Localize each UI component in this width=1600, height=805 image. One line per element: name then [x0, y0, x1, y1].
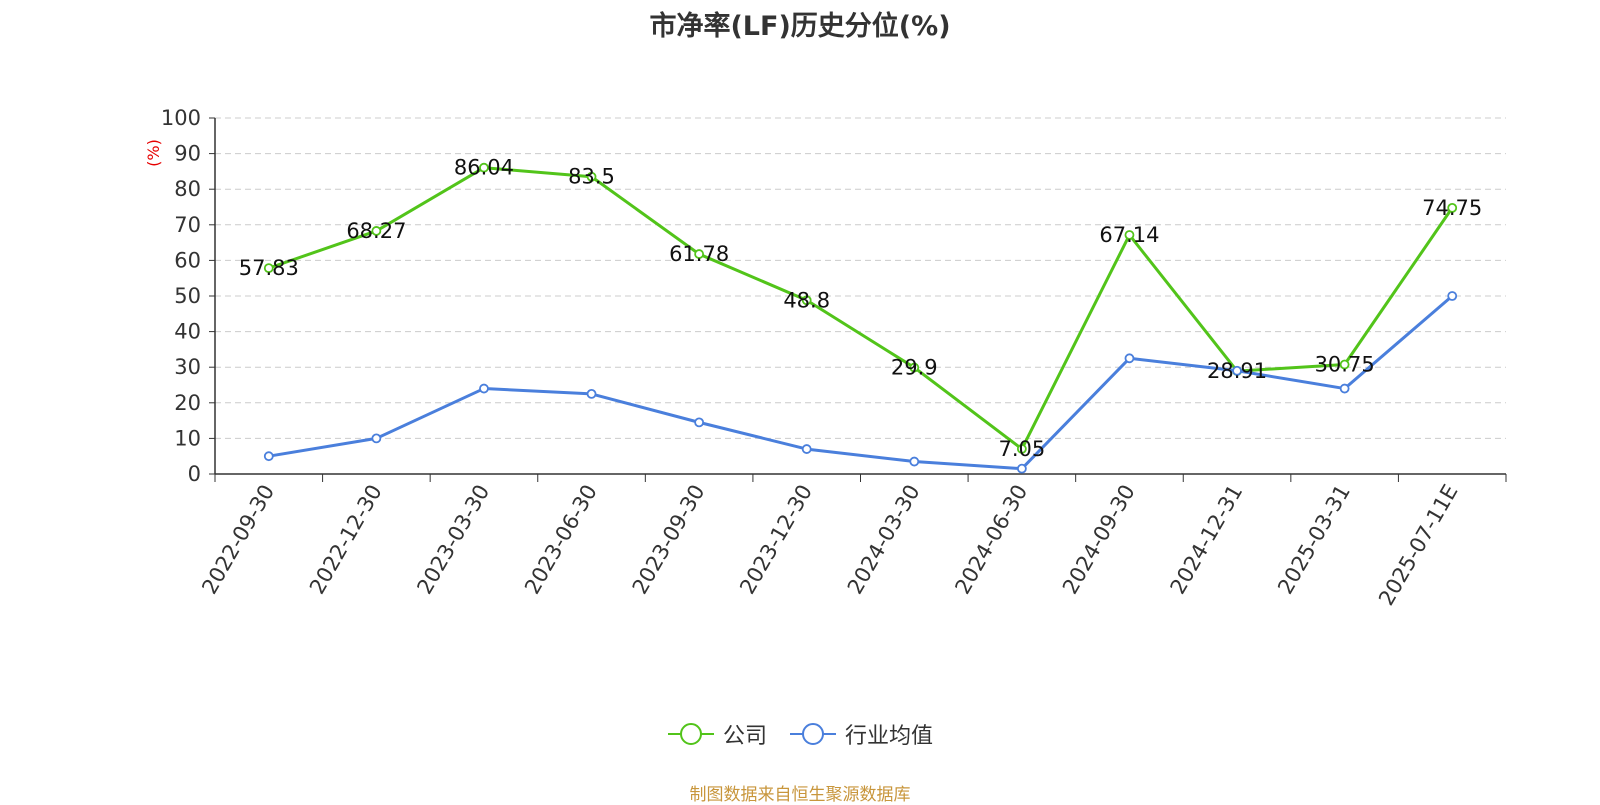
legend-industry-label: 行业均值 [845, 724, 934, 749]
company-point [1447, 202, 1458, 213]
data-labels: 57.83 68.27 86.04 83.5 61.78 48.8 29.9 7.05 67.1… [239, 156, 1483, 461]
company-data-label: 7.05 [998, 437, 1045, 461]
industry-point [801, 444, 812, 454]
grid-lines [215, 117, 1506, 439]
company-point [1339, 359, 1350, 370]
x-tick-label: 2024-12-31 [1166, 481, 1248, 599]
company-data-label: 29.9 [891, 356, 938, 380]
legend-item-company[interactable]: 公司 [667, 718, 767, 750]
company-data-label: 67.14 [1099, 223, 1159, 247]
x-tick-label: 2024-06-30 [950, 481, 1032, 599]
x-tick-label: 2024-09-30 [1058, 481, 1140, 599]
company-point [909, 362, 920, 373]
company-data-label: 68.27 [346, 219, 406, 243]
legend-company-marker [667, 723, 714, 745]
legend-company-circle [679, 723, 702, 745]
industry-point [371, 433, 382, 444]
industry-point [1339, 383, 1350, 394]
company-data-label: 48.8 [783, 288, 830, 312]
y-tick-label: 0 [188, 462, 201, 486]
y-tick-label: 70 [174, 213, 201, 237]
industry-series-line [268, 294, 1454, 471]
legend-industry-circle [802, 723, 824, 745]
industry-point [1016, 463, 1027, 474]
company-point [801, 295, 812, 306]
y-tick-label: 10 [174, 426, 201, 450]
x-tick-label: 2023-03-30 [412, 481, 494, 599]
industry-point [1232, 365, 1242, 376]
y-tick-label: 80 [174, 177, 201, 201]
chart-title: 市净率(LF)历史分位(%) [649, 11, 951, 42]
company-data-label: 83.5 [568, 165, 615, 189]
axes: 0 10 20 30 40 50 60 70 80 90 100 (%) 2022-09-30 2022-… [144, 106, 1507, 610]
source-note: 制图数据来自恒生聚源数据库 [689, 785, 911, 805]
y-tick-label: 50 [174, 284, 201, 308]
industry-point [586, 388, 597, 399]
x-tick-label: 2025-07-11E [1374, 481, 1462, 610]
company-series-line [268, 166, 1454, 451]
industry-point [909, 456, 920, 467]
y-tick-label: 90 [174, 142, 201, 166]
company-point [586, 171, 597, 182]
company-point [694, 249, 705, 259]
x-tick-label: 2022-09-30 [197, 481, 279, 599]
company-data-label: 28.91 [1207, 359, 1267, 383]
x-tick-label: 2023-12-30 [735, 481, 817, 599]
x-tick-label: 2023-06-30 [520, 481, 602, 599]
legend-item-industry[interactable]: 行业均值 [789, 718, 933, 750]
y-tick-label: 60 [174, 248, 201, 272]
company-point [371, 226, 382, 236]
company-data-label: 86.04 [454, 156, 514, 180]
series-lines [263, 162, 1458, 474]
industry-point [1124, 353, 1135, 364]
industry-point [479, 383, 489, 394]
y-tick-label: 100 [161, 106, 201, 130]
industry-point [694, 417, 705, 428]
company-data-label: 61.78 [669, 242, 729, 266]
company-data-label: 30.75 [1315, 353, 1375, 377]
company-point [263, 263, 274, 274]
y-axis-label: (%) [144, 139, 163, 167]
x-tick-label: 2022-12-30 [305, 481, 387, 599]
x-tick-label: 2024-03-30 [843, 481, 925, 599]
legend: 公司 行业均值 [0, 718, 1600, 750]
company-point [1016, 444, 1027, 454]
legend-company-label: 公司 [722, 724, 767, 749]
industry-point [1447, 291, 1458, 301]
company-point [1124, 230, 1135, 240]
company-point [479, 162, 489, 173]
y-tick-label: 30 [174, 355, 201, 379]
legend-industry-marker [790, 723, 836, 745]
x-tick-label: 2023-09-30 [628, 481, 710, 599]
industry-point [263, 451, 274, 462]
company-data-label: 57.83 [239, 256, 299, 280]
company-data-label: 74.75 [1422, 196, 1482, 220]
x-tick-label: 2025-03-31 [1273, 481, 1355, 599]
y-tick-label: 40 [174, 320, 201, 344]
y-tick-label: 20 [174, 391, 201, 415]
